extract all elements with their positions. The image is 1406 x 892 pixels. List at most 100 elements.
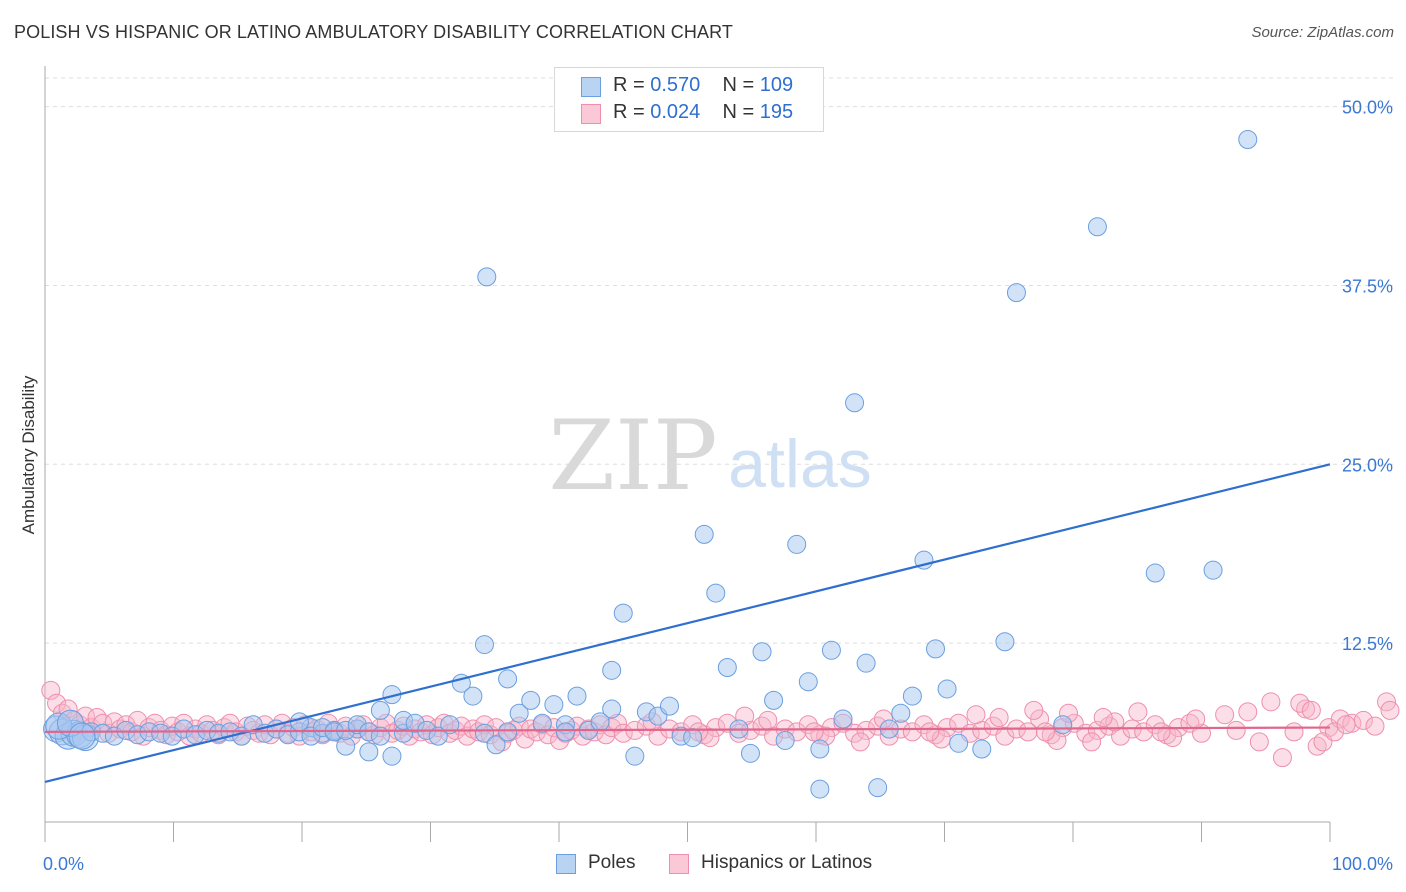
poles-point [289,712,309,732]
poles-point [602,660,622,680]
poles-point [1203,560,1223,580]
legend-n-value-hispanics: 195 [759,101,794,123]
poles-point [544,695,564,715]
watermark-zip: ZIP [548,400,717,512]
poles-point [810,739,830,759]
poles-point [1006,283,1026,303]
poles-point [660,696,680,716]
poles-point [555,722,575,742]
hispanics-point [1284,722,1304,742]
poles-point [972,739,992,759]
poles-point [1087,217,1107,237]
hispanics-point [1365,716,1385,736]
y-tick-label: 12.5% [1342,634,1393,654]
poles-point [486,735,506,755]
y-axis-label: Ambulatory Disability [19,375,38,534]
bottom-legend-swatch-poles [556,854,576,874]
trend-lines [44,463,1331,784]
poles-point [833,709,853,729]
hispanics-point [1024,700,1044,720]
hispanics-point [850,732,870,752]
hispanics-point [966,705,986,725]
poles-point [845,393,865,413]
hispanics-point [1105,712,1125,732]
poles-point [440,715,460,735]
hispanics-trend-line [44,726,1331,733]
poles-point [949,733,969,753]
hispanics-point [1261,692,1281,712]
hispanics-point [1018,722,1038,742]
poles-point [683,728,703,748]
hispanics-point [1380,700,1400,720]
poles-point [810,779,830,799]
poles-point [521,690,541,710]
poles-point [370,700,390,720]
poles-point [477,267,497,287]
hispanics-point [995,726,1015,746]
legend-swatch-hispanics [581,104,601,124]
poles-trend-line [44,463,1331,784]
poles-point [1238,130,1258,150]
legend-swatch-poles [581,77,601,97]
legend-r-label: R = [613,101,651,123]
poles-point [706,583,726,603]
y-tick-label: 37.5% [1342,276,1393,296]
x-tick-label-min: 0.0% [43,854,84,874]
hispanics-point [902,722,922,742]
hispanics-point [1336,715,1356,735]
poles-point [775,730,795,750]
hispanics-point [758,710,778,730]
poles-point [868,778,888,798]
poles-point [359,742,379,762]
hispanics-point [804,722,824,742]
poles-point [995,632,1015,652]
source-label: Source: ZipAtlas.com [1251,24,1394,41]
poles-point [1053,715,1073,735]
hispanics-point [1290,693,1310,713]
hispanics-point [648,726,668,746]
poles-point [694,524,714,544]
poles-point [68,722,96,750]
poles-point [463,686,483,706]
hispanics-point [856,720,876,740]
hispanics-point [989,708,1009,728]
legend-n-label: N = [722,74,760,96]
hispanics-point [1238,702,1258,722]
bottom-legend-label-hispanics: Hispanics or Latinos [701,852,873,873]
poles-point [613,603,633,623]
tick-labels: 12.5% 25.0% 37.5% 50.0% 0.0% 100.0% [43,98,1393,874]
poles-point [625,746,645,766]
watermark: ZIP atlas [548,400,871,512]
bottom-legend-swatch-hispanics [669,854,689,874]
hispanics-point [1249,732,1269,752]
hispanics-point [920,722,940,742]
poles-point [532,713,552,733]
hispanics-point [1301,700,1321,720]
y-tick-label: 50.0% [1342,98,1393,118]
hispanics-point [1330,709,1350,729]
legend-r-value-hispanics: 0.024 [650,101,701,123]
hispanics-point [613,723,633,743]
hispanics-point [1272,748,1292,768]
y-tick-label: 25.0% [1342,455,1393,475]
poles-point [740,743,760,763]
poles-point [937,679,957,699]
hispanics-point [47,693,67,713]
hispanics-point [1226,720,1246,740]
legend-r-value-poles: 0.570 [650,74,701,96]
watermark-atlas: atlas [728,426,872,502]
poles-point [382,746,402,766]
poles-point [567,686,587,706]
hispanics-point [1128,702,1148,722]
hispanics-point [1087,720,1107,740]
axes [44,66,1331,842]
poles-point [752,642,772,662]
bottom-legend-label-poles: Poles [588,852,636,873]
poles-point [856,653,876,673]
hispanics-point [1035,722,1055,742]
poles-point [498,722,518,742]
poles-point [787,534,807,554]
poles-point [474,723,494,743]
poles-point [474,635,494,655]
